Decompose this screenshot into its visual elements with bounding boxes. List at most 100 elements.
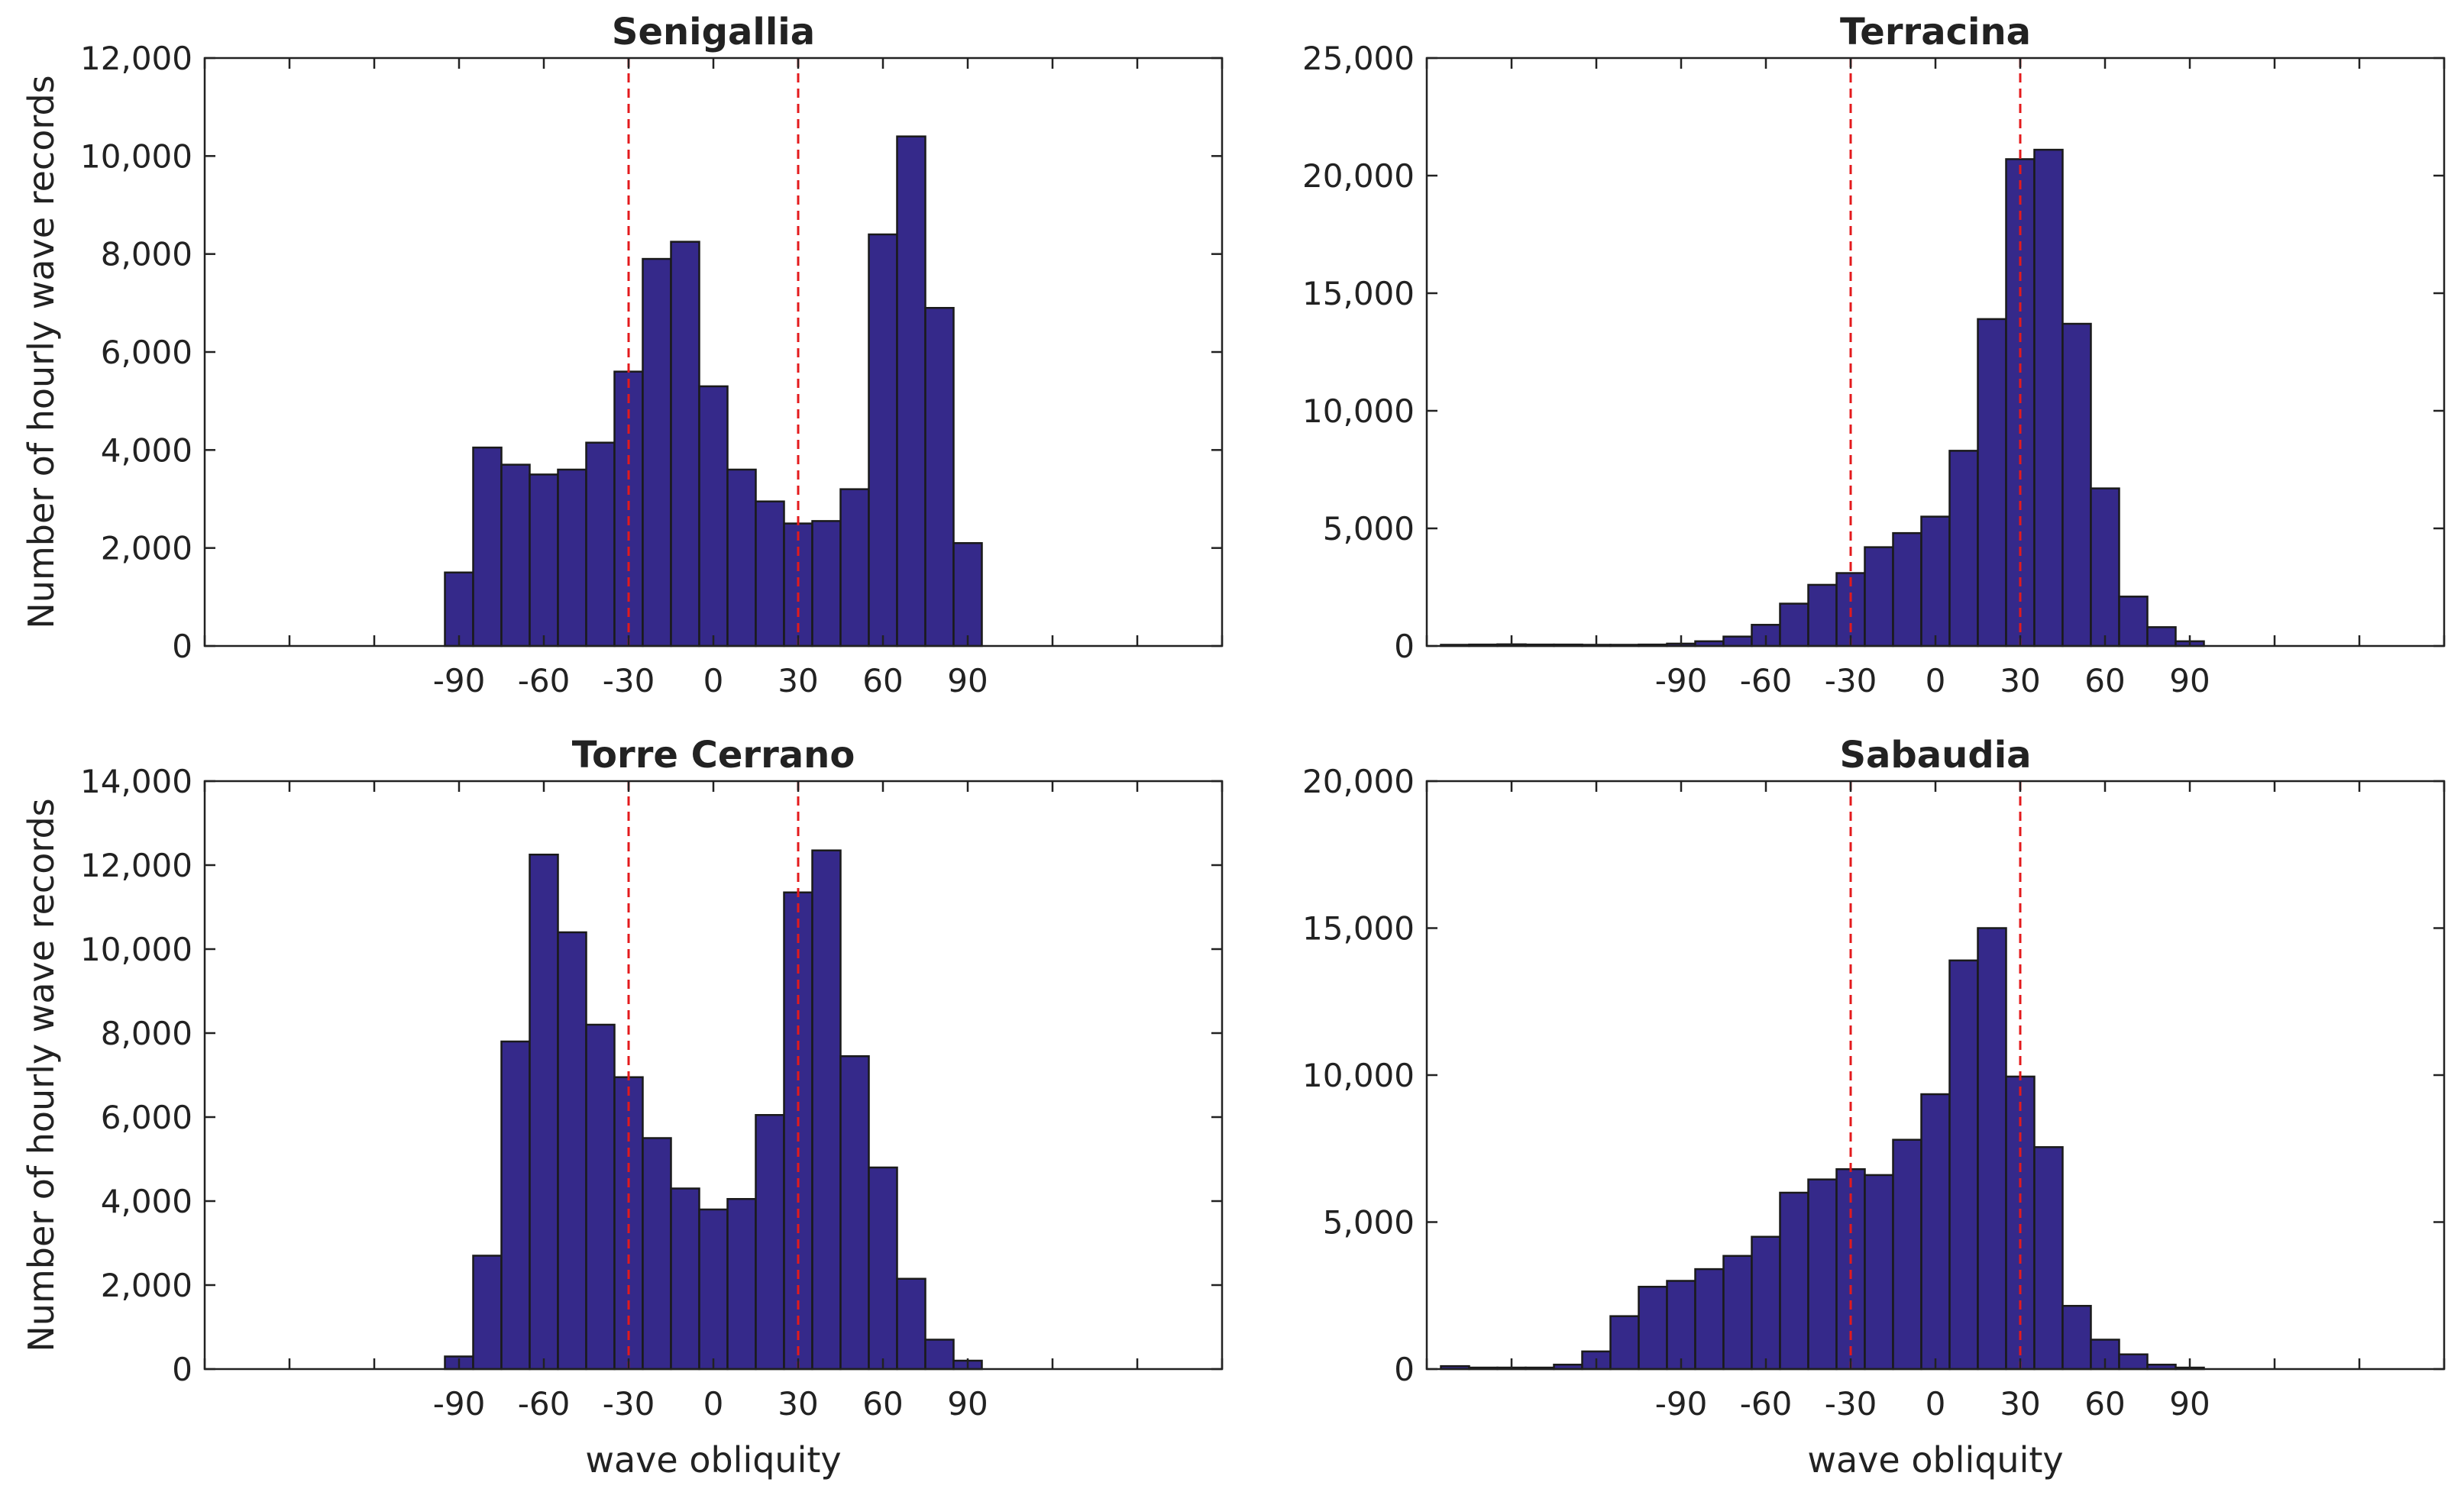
x-tick-label: 60 [862, 1385, 903, 1423]
histogram-bar [444, 571, 474, 648]
y-tick-label: 12,000 [80, 40, 192, 77]
chart-panel-top-left: 0 2,000 4,000 6,000 8,000 10,000 12,000 -90 -60-… [21, 11, 1224, 699]
y-tick-label: 8,000 [101, 236, 192, 273]
x-tick-label: 30 [2000, 662, 2040, 699]
y-tick-label: 10,000 [1302, 1057, 1415, 1094]
histogram-bar [1807, 1178, 1838, 1371]
histogram-bar [2033, 148, 2064, 648]
x-tick-label: -30 [1825, 662, 1877, 699]
histogram-bar [1977, 318, 2007, 648]
x-tick-label: 90 [2169, 662, 2210, 699]
x-axis-label: wave obliquity [585, 1439, 841, 1481]
y-tick-label: 15,000 [1302, 910, 1415, 948]
x-tick-label: -90 [433, 662, 486, 699]
histogram-bar [2146, 626, 2177, 648]
x-tick-label: 0 [1926, 662, 1946, 699]
x-tick-label: -30 [603, 1385, 655, 1423]
histogram-bar [839, 1055, 870, 1371]
y-tick-label: 10,000 [80, 931, 192, 968]
panel-title: Terracina [1840, 11, 2031, 53]
x-tick-label: -90 [1655, 662, 1708, 699]
histogram-bar [952, 542, 983, 648]
histogram-bar [1694, 1268, 1725, 1371]
y-axis-label: Number of hourly wave records [21, 798, 62, 1352]
histogram-bar [1666, 1280, 1696, 1371]
x-tick-label: 0 [703, 662, 724, 699]
histogram-bar [585, 1023, 616, 1371]
y-tick-label: 25,000 [1302, 40, 1415, 77]
x-tick-label: -60 [1740, 662, 1793, 699]
histogram-bar [557, 468, 587, 648]
y-tick-label: 20,000 [1302, 157, 1415, 195]
histogram-bar [811, 849, 842, 1371]
panel-title: Senigallia [612, 11, 815, 53]
y-axis-label: Number of hourly wave records [21, 75, 62, 628]
histogram-bar [1948, 450, 1979, 648]
y-tick-label: 0 [1394, 628, 1415, 665]
x-tick-label: 90 [947, 1385, 988, 1423]
histogram-bar [529, 854, 559, 1371]
histogram-bar [1779, 602, 1809, 648]
histogram-bar [1609, 1315, 1640, 1371]
histogram-bar [1722, 1255, 1753, 1371]
histogram-bar [472, 446, 503, 648]
histogram-bar [2061, 322, 2092, 648]
y-tick-label: 5,000 [1323, 1204, 1415, 1242]
y-tick-label: 6,000 [101, 1099, 192, 1136]
histogram-bar [557, 931, 587, 1371]
x-tick-label: 30 [2000, 1385, 2040, 1423]
chart-panel-bottom-left: 0 2,000 4,000 6,000 8,000 10,000 12,000 14,000 -… [21, 734, 1224, 1481]
histogram-bar [2033, 1146, 2064, 1371]
histogram-bar [500, 463, 531, 648]
histogram-bar [1722, 635, 1753, 648]
y-tick-label: 4,000 [101, 1183, 192, 1220]
x-tick-label: -60 [518, 662, 571, 699]
histogram-bar [642, 1137, 672, 1371]
histogram-bar [1892, 1138, 1922, 1371]
x-tick-label: -90 [433, 1385, 486, 1423]
y-tick-label: 12,000 [80, 847, 192, 884]
x-tick-label: -90 [1655, 1385, 1708, 1423]
chart-panel-top-right: 0 5,000 10,000 15,000 20,000 25,000 -90 -60 -30 0… [1302, 11, 2446, 699]
histogram-bar [811, 520, 842, 648]
histogram-bar [1864, 1174, 1894, 1371]
y-tick-label: 8,000 [101, 1015, 192, 1052]
y-tick-label: 20,000 [1302, 763, 1415, 800]
histogram-bar [2061, 1304, 2092, 1371]
histogram-bar [726, 1198, 757, 1371]
histogram-bar [2118, 596, 2149, 648]
histogram-bar [839, 488, 870, 648]
histogram-bar [868, 1166, 898, 1371]
x-tick-label: -60 [1740, 1385, 1793, 1423]
y-tick-label: 2,000 [101, 530, 192, 567]
histogram-bar [698, 1208, 729, 1371]
y-tick-label: 0 [1394, 1351, 1415, 1388]
chart-panel-bottom-right: 0 5,000 10,000 15,000 20,000 -90 -60 -30 0 30 60 90… [1302, 734, 2446, 1481]
histogram-bar [726, 468, 757, 648]
histogram-bar [585, 441, 616, 648]
x-tick-label: -60 [518, 1385, 571, 1423]
histogram-bar [670, 241, 700, 648]
histogram-bar [755, 1114, 785, 1371]
histogram-bar [1948, 959, 1979, 1371]
x-axis-label: wave obliquity [1807, 1439, 2063, 1481]
y-tick-label: 4,000 [101, 431, 192, 469]
histogram-bar [924, 1339, 955, 1371]
histogram-bar [698, 385, 729, 648]
histogram-bar [500, 1040, 531, 1371]
histogram-bar [2090, 487, 2120, 648]
panel-title: Sabaudia [1839, 734, 2031, 777]
histogram-bar [1864, 546, 1894, 648]
y-tick-label: 10,000 [1302, 392, 1415, 430]
histogram-bar [1807, 583, 1838, 648]
histogram-bar [1779, 1191, 1809, 1371]
histogram-bar [1638, 1285, 1668, 1371]
y-tick-label: 15,000 [1302, 275, 1415, 312]
x-tick-label: 60 [2084, 662, 2125, 699]
panel-title: Torre Cerrano [572, 734, 855, 777]
y-tick-label: 0 [172, 628, 192, 665]
x-tick-label: 30 [778, 662, 818, 699]
histogram-bar [1920, 515, 1951, 648]
histogram-bar [1751, 1235, 1781, 1371]
x-tick-label: 60 [2084, 1385, 2125, 1423]
